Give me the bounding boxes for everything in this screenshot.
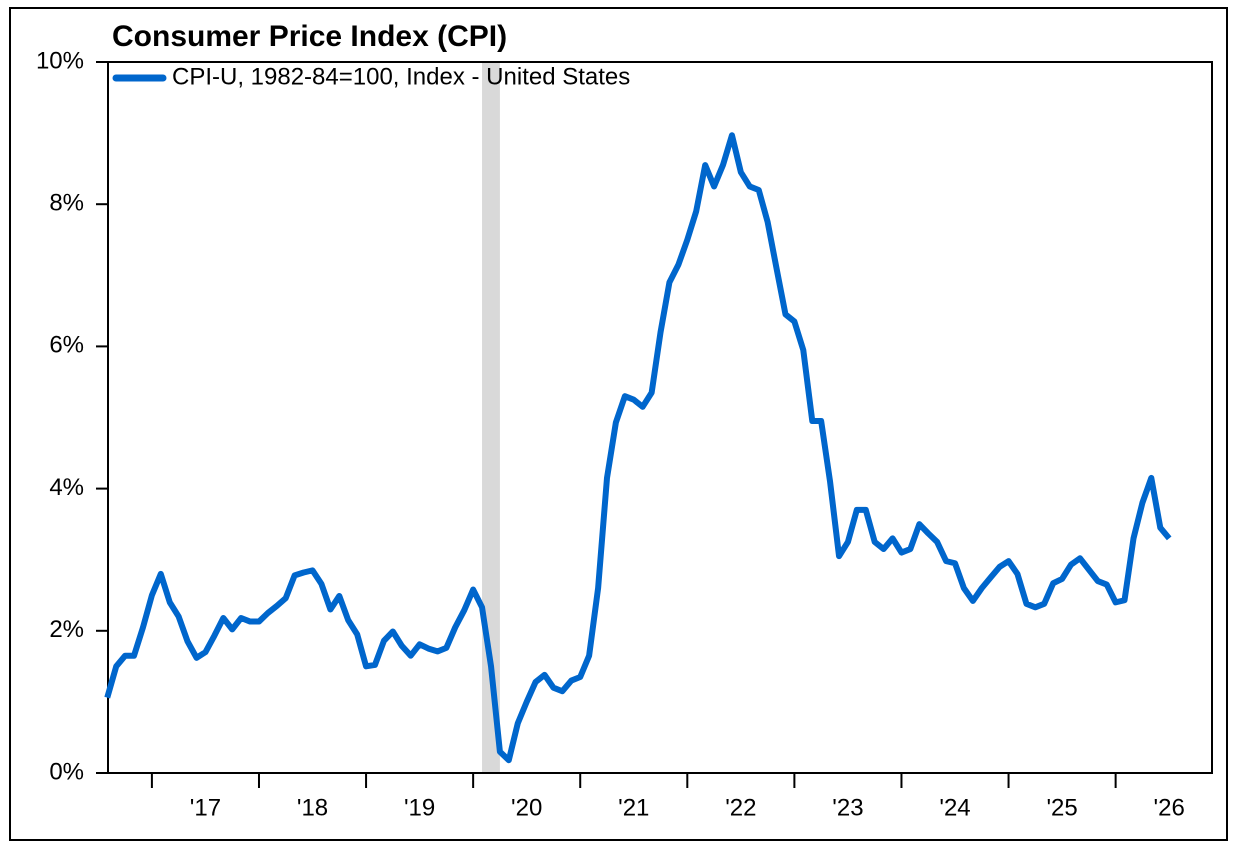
outer-frame — [9, 7, 1228, 841]
y-tick-label: 0% — [49, 758, 84, 785]
x-tick-label: '18 — [297, 794, 328, 821]
x-tick-label: '25 — [1046, 794, 1077, 821]
cpi-line — [104, 132, 1172, 764]
plot-frame — [107, 61, 1213, 774]
y-tick-label: 4% — [49, 474, 84, 501]
x-tick-label: '19 — [404, 794, 435, 821]
x-tick-label: '22 — [725, 794, 756, 821]
y-tick-label: 10% — [36, 47, 84, 74]
x-tick-label: '20 — [511, 794, 542, 821]
x-tick-label: '17 — [190, 794, 221, 821]
x-tick-label: '21 — [618, 794, 649, 821]
y-tick-label: 8% — [49, 190, 84, 217]
legend-label: CPI-U, 1982-84=100, Index - United State… — [172, 63, 630, 90]
y-tick-label: 6% — [49, 332, 84, 359]
x-tick-label: '24 — [939, 794, 970, 821]
recession-band — [482, 62, 500, 773]
chart-title: Consumer Price Index (CPI) — [112, 20, 507, 53]
x-tick-label: '26 — [1154, 794, 1185, 821]
x-tick-label: '23 — [832, 794, 863, 821]
y-tick-label: 2% — [49, 616, 84, 643]
